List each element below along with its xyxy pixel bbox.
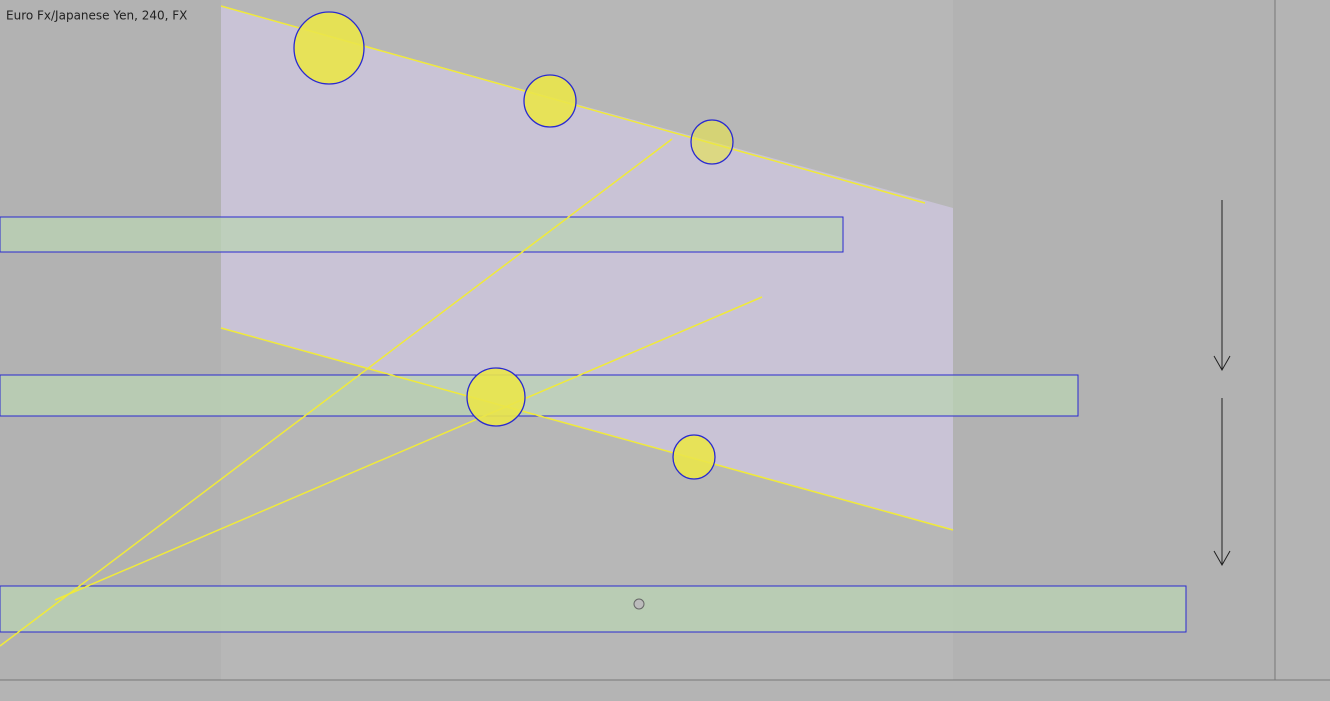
- drawings: [0, 5, 954, 647]
- anchor-dot: [633, 598, 645, 610]
- trend-line: [0, 138, 673, 647]
- zone: [0, 585, 1187, 633]
- circles: [293, 11, 734, 480]
- arrow-head: [1213, 355, 1231, 372]
- chart-title: Euro Fx/Japanese Yen, 240, FX: [6, 9, 187, 23]
- arrows: [1213, 200, 1231, 567]
- highlight-circle: [672, 434, 716, 480]
- arrow-head: [1213, 550, 1231, 567]
- highlight-circle: [690, 119, 734, 165]
- highlight-circle: [466, 367, 526, 427]
- trend-line: [220, 327, 954, 531]
- background: [0, 6, 1187, 633]
- highlight-circle: [293, 11, 365, 85]
- highlight-circle: [523, 74, 577, 128]
- zone: [0, 374, 1079, 417]
- trend-line: [54, 296, 763, 601]
- price-axis: [1275, 0, 1330, 701]
- zone: [0, 216, 844, 253]
